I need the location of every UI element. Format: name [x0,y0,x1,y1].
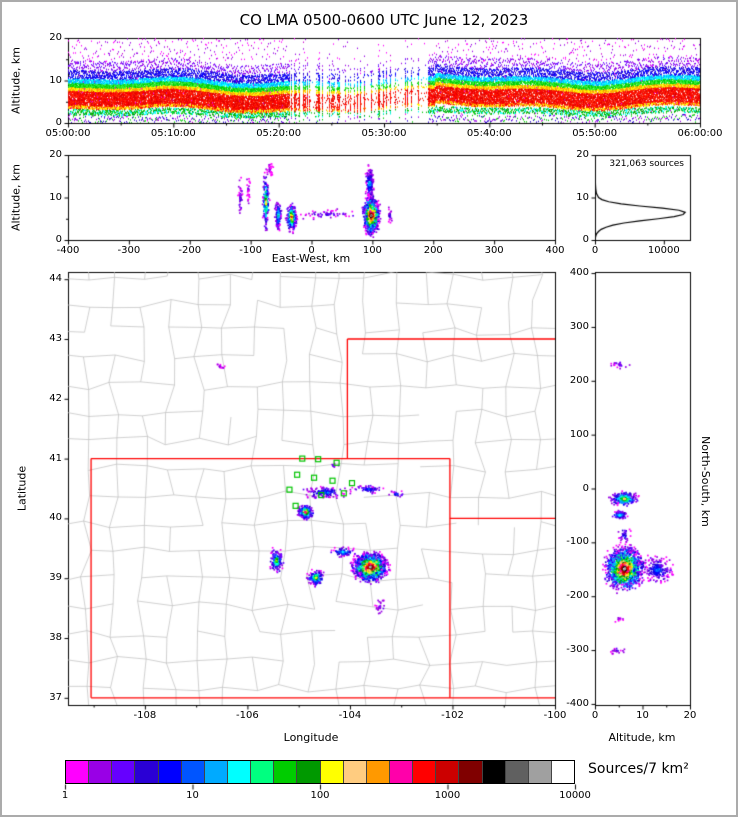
tick-label: 43 [49,332,62,344]
tick-label: -106 [236,710,259,721]
tick-label: -102 [441,710,464,721]
colorbar-segment [366,761,390,783]
tick-label: 20 [49,149,62,160]
colorbar-segment [389,761,414,783]
tick-label: 05:40:00 [466,128,512,139]
colorbar-segment [528,761,552,783]
colorbar-segment [551,761,575,783]
tick-label: 0 [55,117,62,128]
tick-label: -300 [566,644,589,656]
tick-label: 05:20:00 [256,128,302,139]
ns-panel-ylabel: North-South, km [699,436,712,527]
colorbar-segment [112,761,136,783]
tick-label: 0 [591,710,599,721]
colorbar-segment [89,761,113,783]
tick-label: 10 [49,191,62,203]
tick-label: 400 [545,245,565,256]
map-xlabel: Longitude [283,731,339,744]
tick-label: 05:30:00 [361,128,407,139]
tick-label: 0 [591,245,599,256]
tick-label: 300 [484,245,504,256]
tick-label: 200 [423,245,443,256]
tick-label: 0 [308,245,315,256]
tick-label: 0 [582,234,589,245]
colorbar-segment [297,761,321,783]
tick-label: 100 [362,245,382,256]
colorbar-segment [482,761,506,783]
tick-label: 0 [582,482,589,494]
colorbar-segment [227,761,252,783]
tick-label: 44 [49,273,62,285]
tick-label: 38 [49,632,62,644]
tick-label: 10 [186,790,199,801]
tick-label: 39 [49,572,62,584]
colorbar-segment [251,761,275,783]
tick-label: 10 [636,710,649,721]
colorbar-title: Sources/7 km² [588,761,689,777]
colorbar-segment [413,761,437,783]
colorbar-segment [181,761,205,783]
tick-label: 400 [569,267,589,279]
tick-label: 10 [49,74,62,86]
ew-panel-xlabel: East-West, km [271,252,351,265]
colorbar-segment [135,761,159,783]
tick-label: 06:00:00 [677,128,723,139]
colorbar-segment [459,761,483,783]
tick-label: 100 [310,790,330,801]
figure-title: CO LMA 0500-0600 UTC June 12, 2023 [239,11,529,29]
tick-label: -100 [543,710,567,721]
tick-label: -400 [56,245,80,256]
colorbar-segment [505,761,529,783]
tick-label: -108 [133,710,157,721]
colorbar-segment [204,761,228,783]
tick-label: -300 [117,245,141,256]
tick-label: 20 [683,710,697,721]
tick-label: -200 [566,590,589,602]
ns-panel-xlabel: Altitude, km [608,731,676,744]
tick-label: 0 [55,234,62,245]
tick-label: 41 [49,452,62,464]
tick-label: -200 [178,245,202,256]
tick-label: -100 [566,536,589,548]
tick-label: 42 [49,392,62,404]
tick-label: 05:00:00 [45,128,91,139]
tick-label: 1000 [434,790,461,801]
colorbar-segment [274,761,298,783]
tick-label: 40 [49,512,62,524]
colorbar-segment [158,761,182,783]
colorbar-segment [343,761,367,783]
tick-label: -104 [338,710,362,721]
tick-label: 37 [49,691,62,703]
tick-label: 05:50:00 [572,128,618,139]
tick-label: -400 [566,697,589,709]
tick-label: 05:10:00 [150,128,196,139]
tick-label: 10000 [647,245,680,256]
colorbar-segment [66,761,90,783]
tick-label: -100 [239,245,262,256]
colorbar-segment [436,761,460,783]
colorbar-segment [320,761,344,783]
tick-label: 10000 [559,790,591,801]
colorbar [65,760,575,784]
tick-label: 20 [576,149,589,160]
tick-label: 200 [569,374,589,386]
tick-label: 10 [576,191,589,203]
tick-label: 20 [49,32,62,43]
tick-label: 300 [569,320,589,332]
tick-label: 100 [569,428,589,440]
source-count-annotation: 321,063 sources [609,159,684,169]
tick-label: 1 [61,790,69,801]
